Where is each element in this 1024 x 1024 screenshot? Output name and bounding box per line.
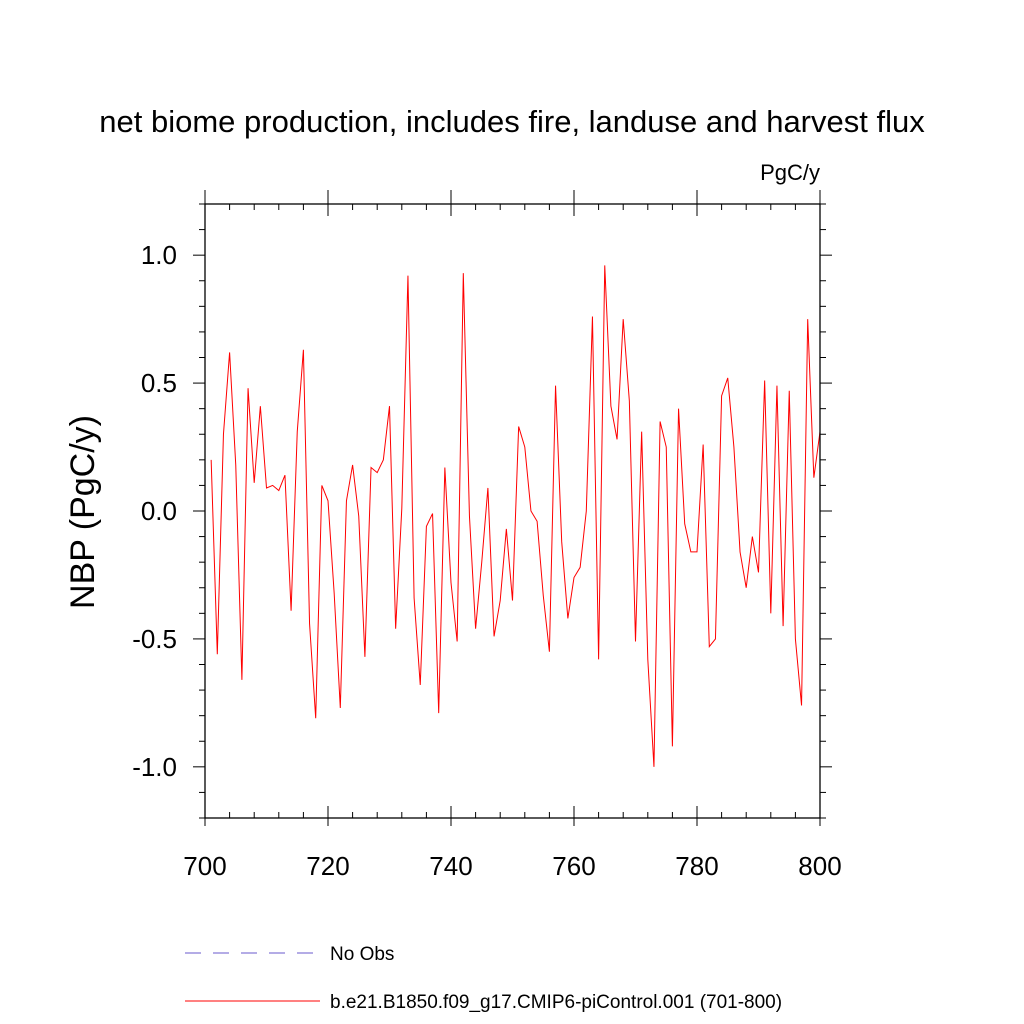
series-lines — [210, 265, 821, 767]
units-label: PgC/y — [760, 160, 820, 185]
x-tick-label: 760 — [552, 851, 595, 881]
y-tick-label: 0.0 — [141, 496, 177, 526]
x-tick-label: 740 — [429, 851, 472, 881]
x-tick-label: 700 — [183, 851, 226, 881]
x-tick-label: 800 — [798, 851, 841, 881]
y-tick-label: -1.0 — [132, 752, 177, 782]
tick-labels: 700 720 740 760 780 800 -1.0 -0.5 0.0 0.5 1.0 — [132, 240, 842, 881]
y-axis-label: NBP (PgC/y) — [64, 415, 102, 609]
legend: No Obs b.e21.B1850.f09_g17.CMIP6-piContr… — [185, 944, 782, 1013]
legend-obs-label: No Obs — [330, 944, 394, 965]
y-tick-label: 0.5 — [141, 368, 177, 398]
legend-model-label: b.e21.B1850.f09_g17.CMIP6-piControl.001 … — [330, 992, 782, 1013]
x-tick-label: 780 — [675, 851, 718, 881]
series-line-model — [210, 265, 821, 767]
tick-marks — [193, 190, 832, 826]
y-tick-label: 1.0 — [141, 240, 177, 270]
chart-title: net biome production, includes fire, lan… — [99, 104, 925, 139]
x-tick-label: 720 — [306, 851, 349, 881]
plot-frame — [204, 203, 821, 819]
y-tick-label: -0.5 — [132, 624, 177, 654]
